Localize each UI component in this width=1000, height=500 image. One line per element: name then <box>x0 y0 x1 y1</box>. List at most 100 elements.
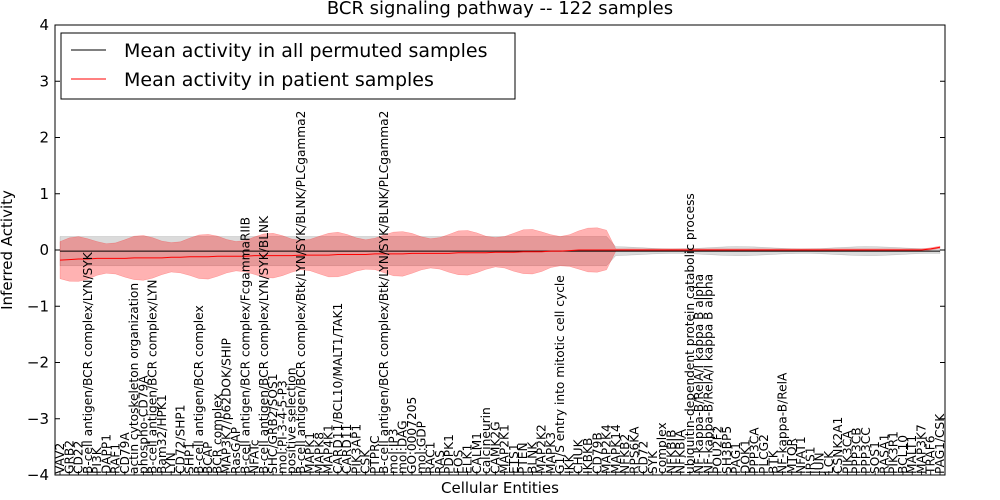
x-tick-label: B-cell antigen/BCR complex/Btk/LYN/SYK/B… <box>294 111 308 474</box>
x-tick-label: MAP3K7 <box>915 424 929 474</box>
x-tick-label: ubiquitin-dependent protein catabolic pr… <box>683 193 697 474</box>
x-tick-label: CSNK2A1 <box>831 417 845 474</box>
x-tick-label: RAS <box>433 450 447 474</box>
x-tick-label: calcineurin <box>479 407 493 474</box>
x-tick-label: BCAP <box>201 442 215 474</box>
x-tick-label: BCR complex <box>211 393 225 474</box>
x-tick-label: PPP3CB <box>850 427 864 474</box>
x-tick-label: CARD11 <box>340 424 354 474</box>
x-tick-label: MALT1 <box>905 435 919 474</box>
x-tick-label: MAPK8 <box>312 432 326 474</box>
x-tick-label: RPS6KA <box>627 426 641 474</box>
x-tick-label: mol:IP3 <box>387 428 401 474</box>
legend-box <box>60 32 516 100</box>
x-tick-label: CALM1 <box>470 432 484 474</box>
x-tick-label: SYK <box>646 450 660 474</box>
y-tick-label: 0 <box>39 241 49 259</box>
x-tick-label: NFATc <box>248 440 262 474</box>
x-tick-label: GRB2 <box>62 440 76 474</box>
x-tick-label: B-cell antigen/BCR complex/LYN <box>146 279 160 474</box>
x-tick-label: PDPK1 <box>442 434 456 474</box>
x-tick-label: RasGAP <box>229 427 243 474</box>
y-tick-label: 4 <box>39 16 49 34</box>
x-tick-label: PPP3CA <box>748 427 762 474</box>
x-tick-label: MAP2K1 <box>498 424 512 474</box>
x-tick-label: B-cell antigen/BCR complex/LYN/SYK <box>81 251 95 474</box>
y-tick-label: −1 <box>27 297 49 315</box>
legend-label-patient: Mean activity in patient samples <box>124 69 434 91</box>
y-tick-label: −3 <box>27 410 49 428</box>
x-tick-label: IKBKB <box>581 438 595 474</box>
x-tick-label: mol:DAG <box>396 420 410 474</box>
x-tick-label: CD79B <box>590 432 604 474</box>
x-tick-label: MAP2K2 <box>535 424 549 474</box>
confidence-bands <box>59 227 941 282</box>
x-tick-label: CD72/SHP1 <box>173 404 187 474</box>
x-tick-label: RAF1 <box>109 443 123 474</box>
x-tick-label: PAG1 <box>729 442 743 474</box>
x-tick-label: LCK <box>822 450 836 474</box>
x-tick-label: PIK3AP1 <box>349 424 363 474</box>
x-axis-label: Cellular Entities <box>441 479 559 497</box>
x-tick-label: PPP3CC <box>859 427 873 474</box>
x-tick-label: NFAT1 <box>794 436 808 474</box>
x-tick-label: PAG1/CSK <box>933 413 947 474</box>
x-tick-label: MAP4K1 <box>322 424 336 474</box>
series-lines <box>59 246 941 261</box>
x-tick-label: CD22 <box>72 441 86 474</box>
x-tick-label: actin cytoskeleton organization <box>127 283 141 474</box>
x-tick-label: B-cell antigen/BCR complex/Btk/LYN/SYK/B… <box>377 111 391 474</box>
x-tick-label: VAV2 <box>53 443 67 474</box>
x-tick-label: complex <box>655 422 669 474</box>
x-tick-label: MAPK3 <box>544 432 558 474</box>
x-tick-label: NF-kappa-B/RelA/I kappa B alpha <box>701 274 715 474</box>
x-tick-label: CD72 <box>637 441 651 474</box>
y-tick-label: 1 <box>39 185 49 203</box>
x-tick-label: CHUK <box>572 438 586 474</box>
legend: Mean activity in all permuted samples Me… <box>60 32 516 100</box>
x-tick-label: PIK3R1 <box>887 431 901 474</box>
line-patient <box>59 246 941 261</box>
x-tick-label: BTK <box>766 449 780 474</box>
x-tick-label: PLCG2 <box>757 434 771 474</box>
x-tick-label: NFKB2 <box>618 434 632 474</box>
y-axis-label: Inferred Activity <box>0 190 16 310</box>
x-tick-label: MTOR <box>785 437 799 474</box>
y-tick-label: 2 <box>39 129 49 147</box>
x-tick-label: MAP2K4 <box>600 424 614 474</box>
x-tick-label: PI3K <box>90 446 104 474</box>
x-tick-label: mol:PI-3-4-5-P3 <box>275 380 289 474</box>
band-patient <box>59 227 941 282</box>
x-tick-label: LYN <box>164 452 178 474</box>
x-tick-label: PTPRC <box>368 435 382 474</box>
x-tick-label: positive selection <box>285 368 299 474</box>
y-tick-label: −2 <box>27 354 49 372</box>
x-tick-label: RAC1 <box>424 442 438 474</box>
x-tick-label: CSK <box>359 449 373 474</box>
x-tick-label: SHP1 <box>183 442 197 474</box>
x-tick-label: BCL10 <box>896 435 910 474</box>
x-tick-label: MAP3K7/p62DOK/SHIP <box>220 338 234 474</box>
x-tick-label: ELK1 <box>461 444 475 474</box>
x-tick-label: B-cell antigen/BCR complex/LYN/SYK/BLNK <box>257 215 271 474</box>
x-tick-label: B-cell antigen/BCR complex/FcgammaRIIB <box>238 217 252 474</box>
x-tick-label: G1/S entry into mitotic cell cycle <box>553 275 567 474</box>
x-tick-label: TRAF6 <box>924 435 938 475</box>
x-tick-label: JUN <box>813 452 827 475</box>
x-tick-label: SOS1 <box>868 441 882 474</box>
x-tick-label: SHC/GRB2/SOS1 <box>266 374 280 474</box>
x-tick-label: DOK1 <box>739 439 753 474</box>
x-tick-label: ETS1 <box>507 443 521 474</box>
x-tick-label: PIK3CA <box>840 430 854 474</box>
x-tick-label: CARD11/BCL10/MALT1/TAK1 <box>331 303 345 474</box>
x-tick-label: IKK <box>563 453 577 474</box>
x-tick-label: PTEN <box>516 442 530 474</box>
x-tick-label: NF-kappa-B/RelA/I kappa B alpha <box>692 274 706 474</box>
x-tick-label: CAMK2G <box>488 421 502 474</box>
x-tick-label: POU2F2 <box>711 426 725 474</box>
x-tick-label: B-cell antigen/BCR complex <box>192 305 206 474</box>
x-tick-label: MAPK14 <box>609 424 623 474</box>
x-tick-label: GO:0007205 <box>405 397 419 474</box>
